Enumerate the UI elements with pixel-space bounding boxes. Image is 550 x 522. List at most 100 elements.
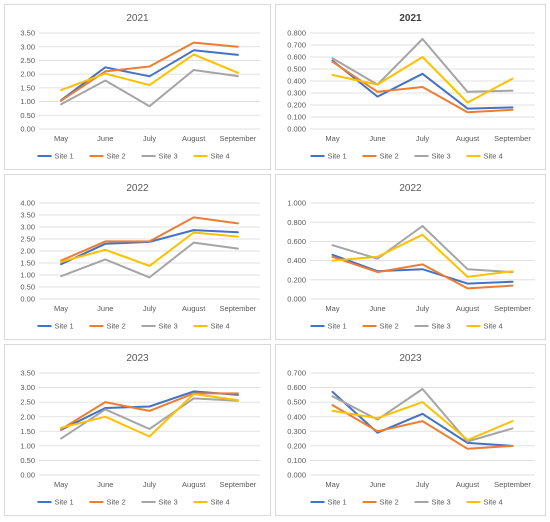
series-line-1 — [60, 229, 239, 266]
series-line-1 — [331, 253, 514, 285]
series-line-4 — [60, 53, 239, 92]
y-tick-label: 3.00 — [20, 223, 35, 232]
legend-label: Site 4 — [484, 322, 503, 331]
y-tick-label: 1.000 — [287, 199, 306, 208]
y-tick-label: 1.00 — [20, 97, 35, 106]
series-line-1 — [331, 59, 514, 110]
chart-title: 2022 — [126, 183, 149, 194]
y-tick-label: 0.00 — [20, 471, 35, 480]
series-line-2 — [60, 392, 239, 431]
legend-label: Site 1 — [328, 498, 347, 507]
x-tick-label: July — [416, 480, 430, 489]
y-tick-label: 0.600 — [287, 383, 306, 392]
x-tick-label: September — [494, 480, 531, 489]
chart-panel-2022-right: 2022 0.000 0.200 0.400 0.600 0.800 1.000 May Jun… — [275, 174, 546, 340]
x-tick-label: May — [54, 480, 68, 489]
legend-label: Site 1 — [55, 322, 74, 331]
series-line-1 — [60, 49, 239, 102]
legend-label: Site 3 — [432, 152, 451, 161]
y-tick-label: 0.700 — [287, 369, 306, 378]
y-tick-label: 0.700 — [287, 41, 306, 50]
line-chart: 2021 0.00 0.50 1.00 1.50 2.00 2.50 3.00 3.50 May J… — [20, 13, 260, 161]
y-tick-label: 1.50 — [20, 427, 35, 436]
line-chart: 2023 0.00 0.50 1.00 1.50 2.00 2.50 3.00 3.50 May J… — [20, 353, 260, 507]
legend-label: Site 3 — [432, 322, 451, 331]
y-tick-label: 3.00 — [20, 383, 35, 392]
y-tick-label: 0.600 — [287, 53, 306, 62]
y-tick-label: 0.400 — [287, 412, 306, 421]
series-line-1 — [331, 390, 514, 447]
y-tick-label: 0.50 — [20, 111, 35, 120]
x-tick-label: June — [369, 480, 385, 489]
y-tick-label: 0.100 — [287, 113, 306, 122]
y-tick-label: 1.00 — [20, 271, 35, 280]
x-tick-label: June — [369, 304, 385, 313]
x-tick-label: August — [182, 134, 206, 143]
y-tick-label: 2.50 — [20, 56, 35, 65]
y-tick-label: 0.200 — [287, 275, 306, 284]
legend-label: Site 2 — [107, 498, 126, 507]
x-tick-label: June — [97, 480, 113, 489]
chart-title: 2023 — [399, 353, 422, 364]
y-tick-label: 1.00 — [20, 441, 35, 450]
y-tick-label: 0.600 — [287, 237, 306, 246]
x-tick-label: July — [416, 304, 430, 313]
y-tick-label: 1.50 — [20, 83, 35, 92]
x-tick-label: August — [456, 480, 480, 489]
chart-panel-2021-right: 2021 0.000 0.100 0.200 0.300 0.400 0.500 0.600 0… — [275, 4, 546, 170]
y-tick-label: 0.300 — [287, 427, 306, 436]
y-tick-label: 0.50 — [20, 456, 35, 465]
chart-title: 2021 — [399, 13, 422, 24]
series-line-3 — [60, 241, 239, 279]
y-tick-label: 4.00 — [20, 199, 35, 208]
y-tick-label: 0.800 — [287, 218, 306, 227]
legend-label: Site 1 — [328, 322, 347, 331]
legend-label: Site 2 — [380, 152, 399, 161]
x-tick-label: May — [54, 134, 68, 143]
y-tick-label: 3.50 — [20, 211, 35, 220]
y-tick-label: 3.50 — [20, 369, 35, 378]
series-line-2 — [331, 255, 514, 290]
x-tick-label: July — [143, 134, 157, 143]
series-line-3 — [60, 69, 239, 108]
legend-label: Site 3 — [159, 152, 178, 161]
legend-label: Site 3 — [159, 322, 178, 331]
legend-label: Site 3 — [159, 498, 178, 507]
x-tick-label: June — [97, 134, 113, 143]
line-chart: 2022 0.00 0.50 1.00 1.50 2.00 2.50 3.00 3.50 4.00… — [20, 183, 260, 331]
y-tick-label: 2.50 — [20, 235, 35, 244]
legend-label: Site 1 — [328, 152, 347, 161]
x-tick-label: May — [325, 134, 339, 143]
y-tick-label: 0.500 — [287, 65, 306, 74]
y-tick-label: 0.000 — [287, 125, 306, 134]
x-tick-label: July — [143, 480, 157, 489]
y-tick-label: 0.800 — [287, 29, 306, 38]
x-tick-label: May — [325, 480, 339, 489]
x-tick-label: September — [220, 304, 257, 313]
chart-panel-2023-right: 2023 0.000 0.100 0.200 0.300 0.400 0.500 0.600 0… — [275, 344, 546, 516]
y-tick-label: 2.50 — [20, 398, 35, 407]
y-tick-label: 0.400 — [287, 77, 306, 86]
y-tick-label: 0.00 — [20, 295, 35, 304]
series-line-4 — [60, 231, 239, 267]
series-line-2 — [331, 404, 514, 450]
series-line-3 — [331, 388, 514, 443]
legend-label: Site 3 — [432, 498, 451, 507]
x-tick-label: August — [456, 134, 480, 143]
legend-label: Site 2 — [380, 498, 399, 507]
x-tick-label: August — [456, 304, 480, 313]
chart-panel-2021-left: 2021 0.00 0.50 1.00 1.50 2.00 2.50 3.00 3.50 May J… — [4, 4, 271, 170]
series-line-4 — [331, 233, 514, 278]
y-tick-label: 0.300 — [287, 89, 306, 98]
x-tick-label: June — [97, 304, 113, 313]
x-tick-label: June — [369, 134, 385, 143]
series-line-3 — [60, 397, 239, 440]
y-tick-label: 1.50 — [20, 259, 35, 268]
legend-label: Site 2 — [107, 322, 126, 331]
y-tick-label: 2.00 — [20, 247, 35, 256]
legend-label: Site 1 — [55, 152, 74, 161]
y-tick-label: 0.000 — [287, 471, 306, 480]
chart-title: 2022 — [399, 183, 422, 194]
legend-label: Site 2 — [107, 152, 126, 161]
x-tick-label: May — [325, 304, 339, 313]
